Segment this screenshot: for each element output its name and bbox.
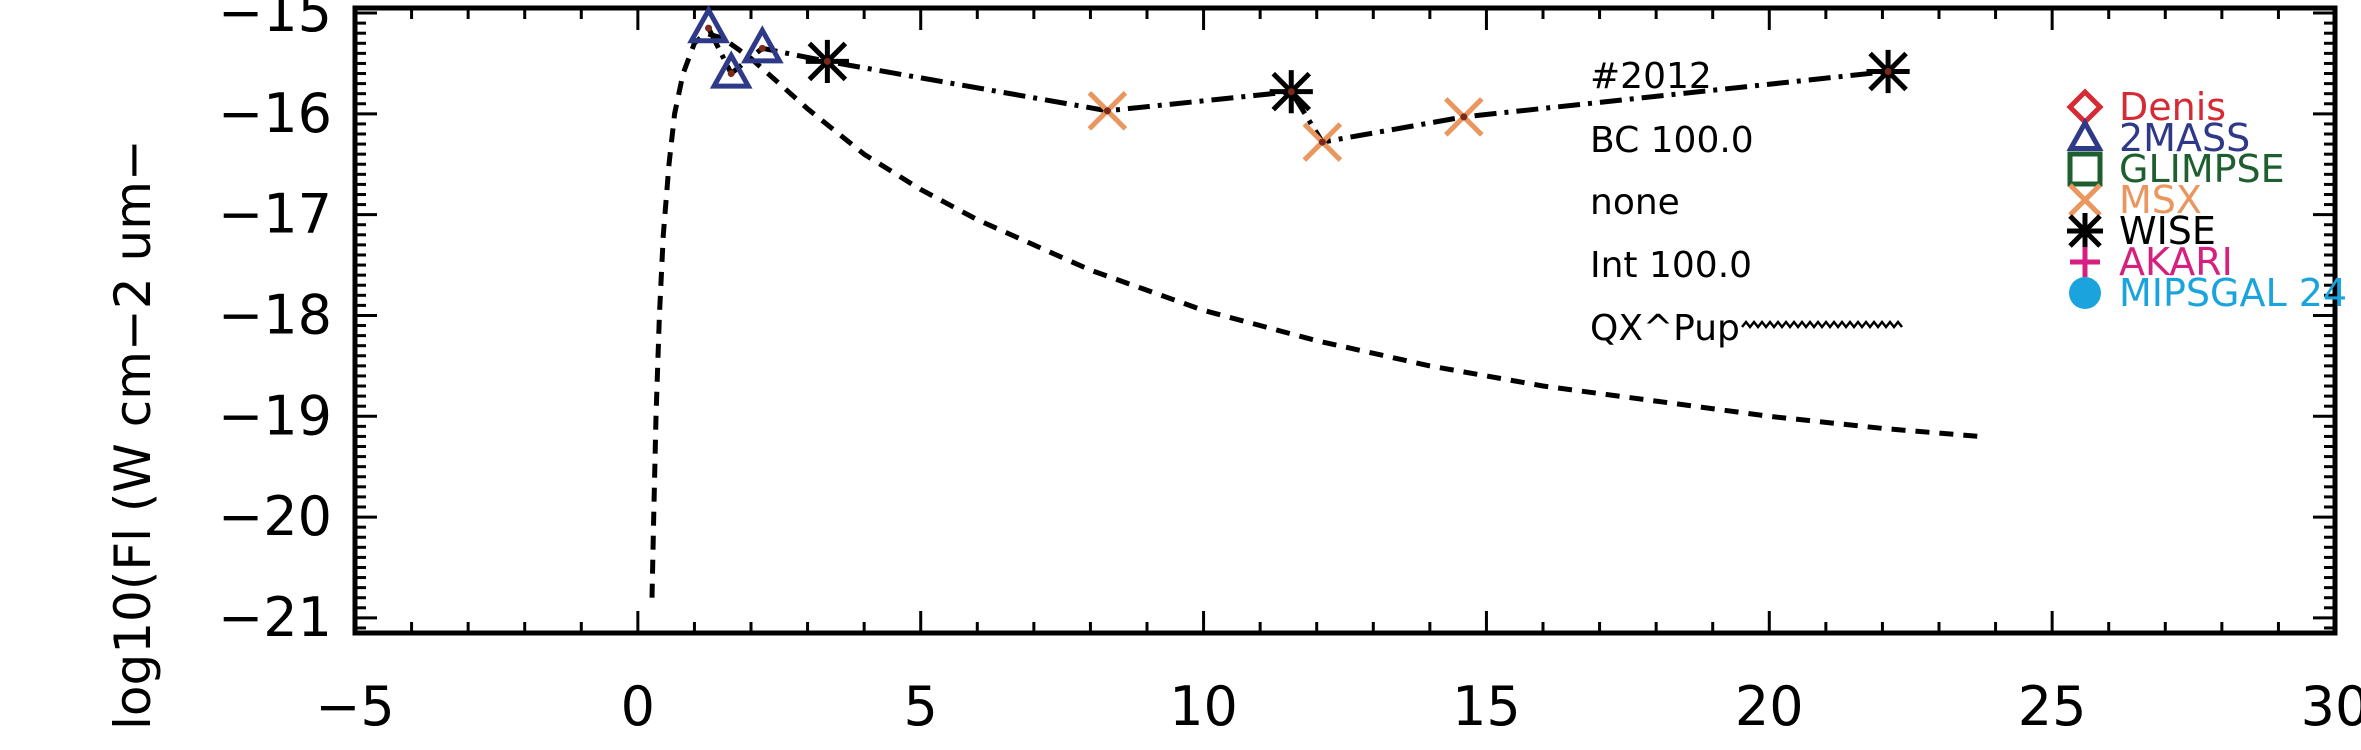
data-point-triangle bbox=[740, 25, 784, 64]
data-point-center bbox=[823, 57, 831, 65]
diamond-shape bbox=[2066, 88, 2104, 126]
x-tick-label: 20 bbox=[1735, 675, 1804, 738]
plot-frame bbox=[352, 5, 2338, 636]
square-shape bbox=[2067, 151, 2103, 187]
y-tick-label: −16 bbox=[218, 82, 332, 145]
x-tick-label: 25 bbox=[2018, 675, 2087, 738]
data-point-center bbox=[1884, 68, 1892, 76]
y-tick-label: −19 bbox=[218, 384, 332, 447]
y-tick-label: −18 bbox=[218, 283, 332, 346]
model-curve-dashed bbox=[649, 30, 1979, 598]
annotation-star-name: QX^Pup bbox=[1590, 308, 1740, 349]
legend-marker-x bbox=[2068, 183, 2102, 217]
legend-marker-diamond bbox=[2066, 88, 2104, 126]
y-tick-label: −20 bbox=[218, 485, 332, 548]
annotation-id: #2012 bbox=[1590, 56, 1712, 97]
legend-label: AKARI bbox=[2119, 240, 2233, 284]
data-point-center bbox=[758, 44, 766, 52]
y-tick-label: −21 bbox=[218, 586, 332, 649]
triangle-shape bbox=[709, 50, 753, 89]
legend-marker-plus bbox=[2070, 247, 2100, 277]
x-tick-label: 5 bbox=[904, 675, 938, 738]
y-axis-ticks: −15 −16 −17 −18 −19 −20 −21 bbox=[218, 0, 2335, 649]
annotation-wavy-line bbox=[1741, 319, 1903, 330]
data-point-center bbox=[705, 24, 713, 32]
annotation-bc: BC 100.0 bbox=[1590, 120, 1754, 161]
legend-label: 2MASS bbox=[2119, 116, 2250, 160]
data-point-center bbox=[1287, 88, 1295, 96]
legend-label: GLIMPSE bbox=[2119, 147, 2285, 191]
annotation-int: Int 100.0 bbox=[1590, 245, 1752, 286]
x-tick-label: 0 bbox=[621, 675, 655, 738]
data-point-center bbox=[1318, 138, 1326, 146]
legend-marker-circle bbox=[2069, 277, 2101, 309]
legend-label: MIPSGAL 24 bbox=[2119, 271, 2347, 315]
y-tick-label: −15 bbox=[218, 0, 332, 44]
x-tick-label: −5 bbox=[315, 675, 395, 738]
legend-label: MSX bbox=[2119, 178, 2202, 222]
x-tick-label: 15 bbox=[1452, 675, 1521, 738]
data-markers bbox=[687, 5, 1910, 162]
y-axis-label: log10(Fl (W cm−2 um− bbox=[104, 139, 162, 730]
data-point-center bbox=[727, 70, 735, 78]
legend-marker-triangle bbox=[2066, 117, 2104, 151]
data-point-triangle bbox=[687, 5, 730, 44]
triangle-shape bbox=[687, 5, 730, 44]
annotation-block: #2012 BC 100.0 none Int 100.0 QX^Pup bbox=[1590, 56, 1903, 349]
triangle-shape bbox=[2066, 117, 2104, 151]
triangle-shape bbox=[740, 25, 784, 64]
x-tick-label: 10 bbox=[1169, 675, 1238, 738]
data-point-center bbox=[1460, 113, 1468, 121]
circle-shape bbox=[2069, 277, 2101, 309]
legend-label: WISE bbox=[2119, 209, 2216, 253]
y-tick-label: −17 bbox=[218, 183, 332, 246]
x-axis-ticks: −5 0 5 10 15 20 25 30 bbox=[315, 8, 2361, 738]
curves bbox=[649, 27, 1979, 598]
legend-marker-square bbox=[2067, 151, 2103, 187]
x-stroke-b bbox=[2068, 183, 2102, 217]
x-tick-label: 30 bbox=[2301, 675, 2361, 738]
annotation-extinction: none bbox=[1590, 182, 1680, 223]
legend-label: Denis bbox=[2119, 85, 2226, 129]
data-point-center bbox=[1103, 107, 1111, 115]
legend-marker-asterisk bbox=[2067, 213, 2103, 249]
data-point-triangle bbox=[709, 50, 753, 89]
plot-border bbox=[352, 5, 2338, 636]
